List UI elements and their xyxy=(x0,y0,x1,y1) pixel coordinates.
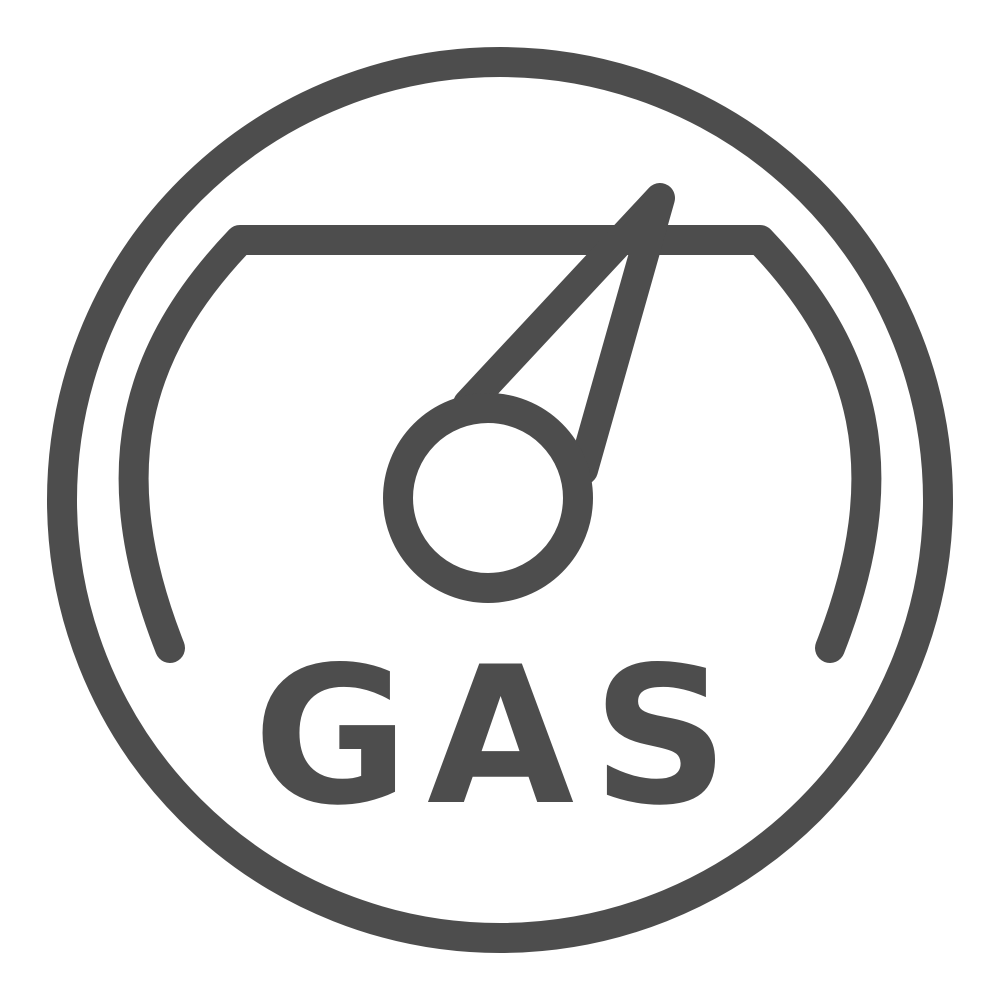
gauge-dial-arc xyxy=(118,225,882,663)
outer-ring xyxy=(47,47,953,953)
gas-label: GAS xyxy=(253,626,747,847)
needle-hub xyxy=(383,393,593,603)
needle xyxy=(453,183,675,485)
